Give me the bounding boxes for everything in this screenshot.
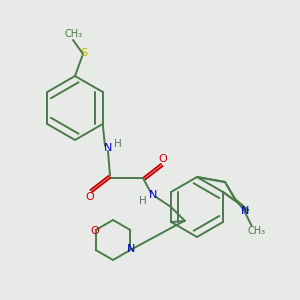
Text: O: O [90,226,99,236]
Text: CH₃: CH₃ [248,226,266,236]
Text: H: H [139,196,147,206]
Text: N: N [241,206,250,217]
Text: N: N [104,143,112,153]
Text: O: O [85,192,94,202]
Text: N: N [127,244,136,254]
Text: S: S [80,48,88,58]
Text: CH₃: CH₃ [65,29,83,39]
Text: H: H [114,139,122,149]
Text: O: O [159,154,167,164]
Text: N: N [149,190,157,200]
